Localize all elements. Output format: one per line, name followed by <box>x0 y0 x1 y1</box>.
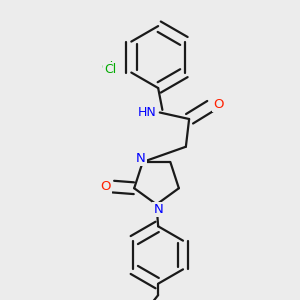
Text: N: N <box>153 203 163 216</box>
Text: Cl: Cl <box>104 63 117 76</box>
Text: O: O <box>100 180 111 193</box>
Text: HN: HN <box>138 106 157 119</box>
Text: Cl: Cl <box>101 61 113 74</box>
Text: N: N <box>136 152 146 165</box>
Text: O: O <box>213 98 224 111</box>
